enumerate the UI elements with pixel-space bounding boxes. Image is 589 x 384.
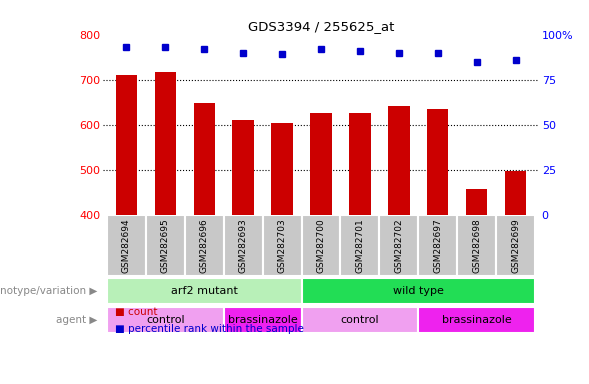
Text: GSM282693: GSM282693 xyxy=(239,218,247,273)
Text: brassinazole: brassinazole xyxy=(442,314,511,325)
Bar xyxy=(194,103,215,215)
Text: ■ percentile rank within the sample: ■ percentile rank within the sample xyxy=(115,324,304,334)
Bar xyxy=(302,278,535,304)
Text: GSM282700: GSM282700 xyxy=(316,218,326,273)
Bar xyxy=(272,123,293,215)
Bar xyxy=(457,215,496,276)
Text: GSM282701: GSM282701 xyxy=(355,218,365,273)
Bar xyxy=(302,307,418,333)
Text: arf2 mutant: arf2 mutant xyxy=(171,286,238,296)
Text: GSM282694: GSM282694 xyxy=(122,218,131,273)
Bar xyxy=(349,113,370,215)
Text: GSM282699: GSM282699 xyxy=(511,218,520,273)
Bar xyxy=(263,215,302,276)
Bar xyxy=(505,171,527,215)
Bar xyxy=(107,215,146,276)
Text: genotype/variation ▶: genotype/variation ▶ xyxy=(0,286,97,296)
Bar xyxy=(418,215,457,276)
Bar xyxy=(146,215,185,276)
Text: control: control xyxy=(340,314,379,325)
Bar xyxy=(418,307,535,333)
Bar xyxy=(310,113,332,215)
Bar xyxy=(302,215,340,276)
Bar xyxy=(388,106,409,215)
Text: control: control xyxy=(146,314,185,325)
Bar xyxy=(379,215,418,276)
Text: brassinazole: brassinazole xyxy=(228,314,297,325)
Text: agent ▶: agent ▶ xyxy=(56,314,97,325)
Text: wild type: wild type xyxy=(393,286,444,296)
Text: GSM282698: GSM282698 xyxy=(472,218,481,273)
Text: ■ count: ■ count xyxy=(115,307,157,317)
Bar xyxy=(466,189,487,215)
Bar xyxy=(224,307,302,333)
Bar xyxy=(224,215,263,276)
Bar xyxy=(185,215,224,276)
Bar xyxy=(155,71,176,215)
Text: GSM282697: GSM282697 xyxy=(434,218,442,273)
Bar xyxy=(427,109,448,215)
Bar xyxy=(107,307,224,333)
Title: GDS3394 / 255625_at: GDS3394 / 255625_at xyxy=(248,20,394,33)
Text: GSM282703: GSM282703 xyxy=(277,218,287,273)
Text: GSM282695: GSM282695 xyxy=(161,218,170,273)
Bar xyxy=(340,215,379,276)
Text: GSM282696: GSM282696 xyxy=(200,218,209,273)
Bar xyxy=(107,278,302,304)
Bar xyxy=(115,75,137,215)
Bar xyxy=(496,215,535,276)
Text: GSM282702: GSM282702 xyxy=(395,218,403,273)
Bar xyxy=(233,120,254,215)
